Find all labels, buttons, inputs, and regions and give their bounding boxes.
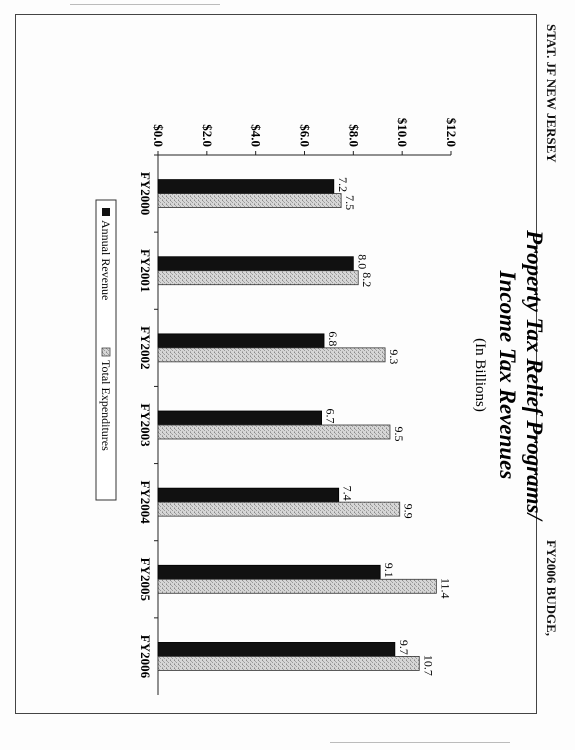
value-label: 9.7 bbox=[397, 640, 411, 655]
value-label: 9.5 bbox=[392, 427, 406, 442]
bar bbox=[157, 347, 386, 363]
bar bbox=[157, 410, 322, 426]
category-label: FY2001 bbox=[138, 249, 153, 292]
value-label: 6.8 bbox=[326, 331, 340, 346]
chart-subtitle: (In Billions) bbox=[472, 338, 488, 412]
bar bbox=[157, 487, 340, 503]
value-label: 6.7 bbox=[324, 409, 338, 424]
bar bbox=[157, 642, 396, 657]
bar bbox=[157, 564, 381, 580]
bar bbox=[157, 578, 437, 594]
category-label: FY2005 bbox=[138, 558, 153, 602]
scan-artifact-line bbox=[70, 4, 220, 5]
y-tick-label: $6.0 bbox=[298, 124, 313, 147]
y-tick-label: $0.0 bbox=[151, 124, 166, 147]
legend-label-total-expenditures: Total Expenditures bbox=[99, 360, 113, 451]
bar bbox=[157, 501, 401, 517]
value-label: 8.2 bbox=[360, 272, 374, 287]
legend: Annual Revenue Total Expenditures bbox=[95, 199, 117, 501]
bar bbox=[157, 333, 325, 349]
value-label: 9.3 bbox=[387, 349, 401, 364]
category-label: FY2006 bbox=[138, 635, 153, 679]
y-tick-label: $12.0 bbox=[444, 118, 459, 147]
value-label: 8.0 bbox=[355, 254, 369, 269]
bars bbox=[157, 179, 437, 671]
value-label: 7.2 bbox=[336, 177, 350, 192]
bar bbox=[157, 424, 391, 440]
value-label: 10.7 bbox=[421, 655, 435, 676]
y-tick-label: $8.0 bbox=[346, 124, 361, 147]
category-labels: FY2000 FY2001 FY2002 FY2003 FY2004 FY2005 FY20… bbox=[138, 172, 153, 679]
page-frame bbox=[15, 14, 537, 714]
value-label: 7.5 bbox=[343, 195, 357, 210]
y-tick-label: $10.0 bbox=[395, 118, 410, 147]
chart-title: Property Tax Relief Programs/ bbox=[522, 229, 547, 522]
y-tick-label: $2.0 bbox=[200, 124, 215, 147]
value-label: 9.1 bbox=[382, 563, 396, 578]
category-label: FY2004 bbox=[138, 480, 153, 524]
legend-swatch-total-expenditures bbox=[101, 347, 111, 357]
bar bbox=[157, 193, 342, 208]
value-label: 11.4 bbox=[438, 578, 452, 599]
category-label: FY2003 bbox=[138, 403, 153, 447]
axes: $0.0 $2.0 $4.0 $6.0 $8.0 $10.0 $12.0 bbox=[151, 118, 459, 695]
value-label: 7.4 bbox=[341, 486, 355, 501]
value-label: 9.9 bbox=[402, 504, 416, 519]
bar bbox=[157, 656, 420, 671]
chart-title-line2: Income Tax Revenues bbox=[495, 270, 520, 480]
bar bbox=[157, 270, 359, 286]
category-label: FY2002 bbox=[138, 326, 153, 369]
y-tick-label: $4.0 bbox=[249, 124, 264, 147]
legend-swatch-annual-revenue bbox=[102, 208, 110, 216]
scan-artifact-line bbox=[330, 742, 510, 743]
value-labels: 7.2 7.5 8.0 8.2 6.8 9.3 6.7 9.5 7.4 9.9 9.1 11.4 9.7… bbox=[324, 177, 453, 676]
category-label: FY2000 bbox=[138, 172, 153, 215]
bar bbox=[157, 256, 354, 272]
bar bbox=[157, 179, 335, 194]
legend-label-annual-revenue: Annual Revenue bbox=[99, 220, 113, 300]
